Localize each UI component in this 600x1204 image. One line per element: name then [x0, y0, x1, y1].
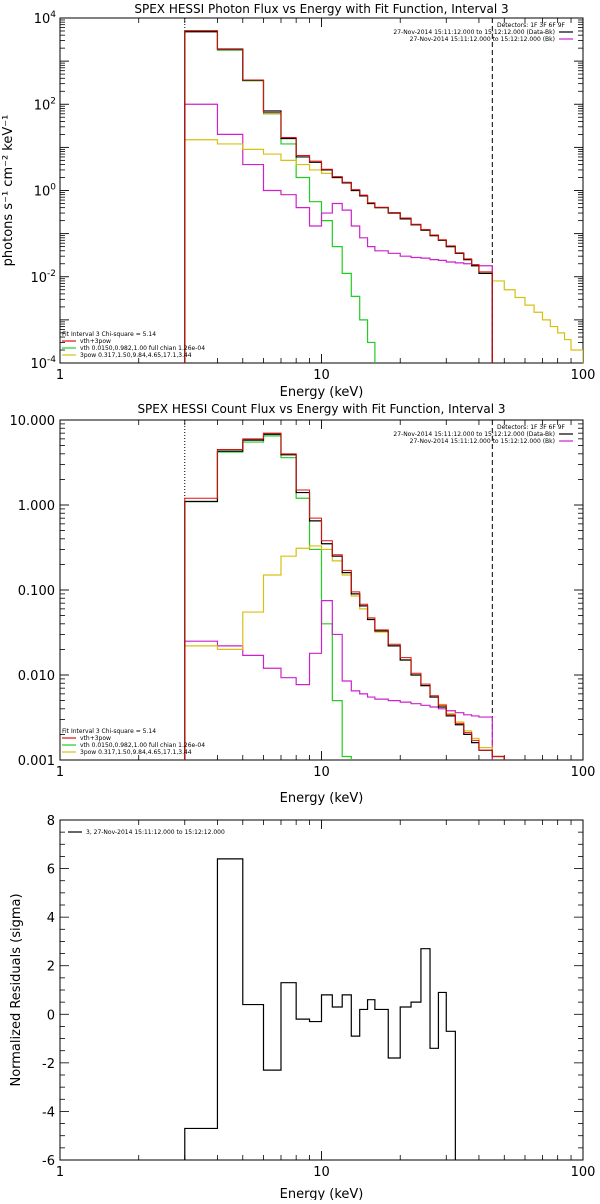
series-line-3 [184, 139, 583, 363]
legend-entry: vth+3pow [80, 735, 111, 742]
y-tick-label: 0.010 [18, 669, 55, 684]
series-line-2 [184, 103, 493, 363]
legend-entry: Detectors: 1F 3F 6F 9F [497, 22, 566, 29]
y-tick-label: 10.000 [10, 414, 56, 429]
y-tick-label: 102 [34, 96, 56, 113]
chart-title: SPEX HESSI Count Flux vs Energy with Fit… [137, 402, 505, 416]
y-axis-label: photons s⁻¹ cm⁻² keV⁻¹ [1, 115, 16, 267]
plot-frame [59, 17, 584, 364]
chart-panel-1: SPEX HESSI Photon Flux vs Energy with Fi… [1, 2, 595, 400]
legend-entry: 3pow 0.317,1.50,9.84,4.65,17.1,3.44 [80, 749, 192, 756]
y-tick-label: 100 [34, 183, 57, 200]
x-tick-label: 10 [313, 765, 330, 780]
x-tick-label: 1 [56, 1165, 64, 1180]
y-tick-label: -2 [42, 1057, 55, 1072]
y-tick-label: 10-4 [30, 355, 56, 372]
series-line-2 [184, 600, 493, 760]
legend-entry: 27-Nov-2014 15:11:12.000 to 15:12:12.000… [410, 438, 555, 445]
legend-entry: 3, 27-Nov-2014 15:11:12.000 to 15:12:12.… [86, 829, 225, 836]
y-tick-label: 0 [47, 1008, 55, 1023]
chart-panel-3: 1 10 100 Energy (keV) -6 -4 -2 0 2 4 6 8 Normalized … [9, 814, 596, 1202]
y-tick-label: 10-2 [30, 269, 56, 286]
y-tick-label: 4 [47, 911, 55, 926]
plot-frame [59, 819, 584, 1161]
x-axis-label: Energy (keV) [280, 385, 364, 400]
series-line-4 [184, 31, 493, 363]
chart-panel-2: SPEX HESSI Count Flux vs Energy with Fit… [10, 402, 596, 806]
y-tick-label: 6 [47, 863, 55, 878]
data-area [184, 420, 505, 760]
x-tick-label: 1 [56, 765, 64, 780]
data-area [184, 858, 456, 1160]
y-tick-label: -6 [42, 1154, 55, 1169]
y-tick-label: 0.001 [18, 754, 55, 769]
legend-entry: vth 0.0150,0.982,1.00 full chian 1.26e-0… [80, 345, 205, 352]
series-line-1 [184, 30, 376, 363]
series-line-4 [184, 433, 505, 760]
y-tick-label: 1.000 [18, 499, 55, 514]
y-tick-label: 0.100 [18, 584, 55, 599]
y-tick-label: -4 [42, 1105, 55, 1120]
legend-entry: Detectors: 1F 3F 6F 9F [497, 424, 566, 431]
x-axis-label: Energy (keV) [280, 1187, 364, 1200]
y-tick-label: 104 [34, 10, 57, 27]
x-tick-label: 10 [313, 1165, 330, 1180]
x-tick-label: 1 [56, 368, 64, 383]
legend-entry: 27-Nov-2014 15:11:12.000 to 15:12:12.000… [393, 431, 555, 438]
legend-entry: 27-Nov-2014 15:11:12.000 to 15:12:12.000… [393, 29, 555, 36]
legend-entry: 3pow 0.317,1.50,9.84,4.65,17.1,3.44 [80, 352, 192, 359]
legend-entry: vth+3pow [80, 338, 111, 345]
y-axis-label: Normalized Residuals (sigma) [9, 893, 24, 1086]
y-tick-label: 2 [47, 960, 55, 975]
series-line-1 [184, 435, 352, 760]
series-line-5 [184, 432, 505, 760]
x-tick-label: 100 [571, 1165, 596, 1180]
series-line-5 [184, 30, 493, 363]
x-tick-label: 100 [571, 765, 596, 780]
x-tick-label: 10 [313, 368, 330, 383]
series-line-3 [184, 545, 505, 760]
legend-entry: 27-Nov-2014 15:11:12.000 to 15:12:12.000… [410, 36, 555, 43]
series-line-1 [184, 858, 456, 1160]
x-axis-label: Energy (keV) [280, 791, 364, 806]
x-tick-label: 100 [571, 368, 596, 383]
legend-entry: Fit Interval 3 Chi-square = 5.14 [62, 728, 156, 735]
legend-entry: Fit Interval 3 Chi-square = 5.14 [62, 331, 156, 338]
legend-entry: vth 0.0150,0.982,1.00 full chian 1.26e-0… [80, 742, 205, 749]
data-area [184, 18, 583, 363]
chart-title: SPEX HESSI Photon Flux vs Energy with Fi… [134, 2, 508, 16]
y-tick-label: 8 [47, 814, 55, 829]
